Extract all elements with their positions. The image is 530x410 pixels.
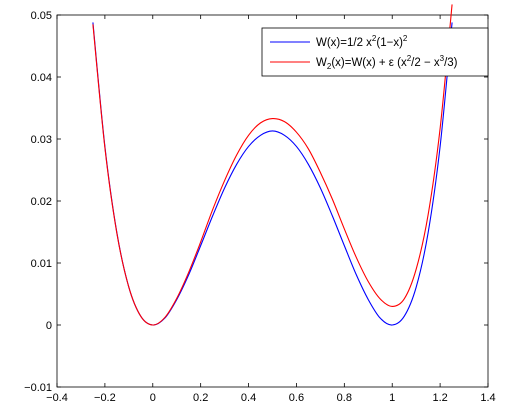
legend-box <box>261 27 489 77</box>
y-tick-label: 0 <box>46 320 52 332</box>
y-tick-label: 0.05 <box>31 10 52 22</box>
y-tick-label: −0.01 <box>24 382 52 394</box>
y-tick-label: 0.04 <box>31 72 52 84</box>
x-tick-label: 0.8 <box>337 392 352 404</box>
x-tick-label: 1.4 <box>480 392 495 404</box>
y-tick-label: 0.03 <box>31 134 52 146</box>
series-layer <box>92 4 453 326</box>
x-tick-label: 1 <box>389 392 395 404</box>
legend-label-w2: W2(x)=W(x) + ε (x2/2 − x3/3) <box>316 54 458 71</box>
legend-label-w: W(x)=1/2 x2(1−x)2 <box>316 34 408 49</box>
series-line-w2 <box>92 4 453 326</box>
ticks-layer: −0.4 −0.2 0 0.2 0.4 0.6 0.8 1 1.2 1.4 −0.01 0 0.01 0.… <box>24 10 495 404</box>
x-tick-label: 1.2 <box>432 392 447 404</box>
x-tick-label: 0.2 <box>193 392 208 404</box>
x-tick-label: 0.6 <box>289 392 304 404</box>
x-tick-label: −0.2 <box>94 392 116 404</box>
x-tick-label: 0.4 <box>241 392 256 404</box>
legend: W(x)=1/2 x2(1−x)2 W2(x)=W(x) + ε (x2/2 −… <box>261 27 489 77</box>
x-tick-label: 0 <box>150 392 156 404</box>
x-tick-label: −0.4 <box>46 392 68 404</box>
y-tick-label: 0.02 <box>31 196 52 208</box>
y-tick-label: 0.01 <box>31 258 52 270</box>
